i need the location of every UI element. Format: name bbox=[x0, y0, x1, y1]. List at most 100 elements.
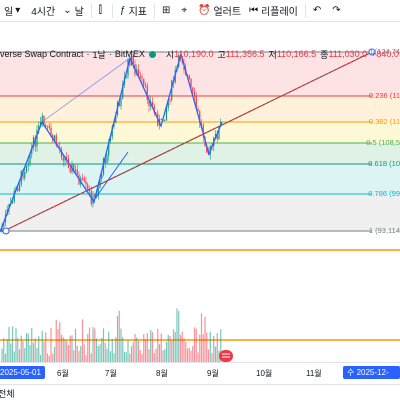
volume-bar bbox=[32, 342, 35, 362]
volume-bar bbox=[66, 340, 68, 362]
volume-bar bbox=[108, 331, 110, 362]
candle-body bbox=[214, 133, 217, 138]
volume-bar bbox=[202, 334, 204, 362]
toolbar-item-6[interactable]: ⌖ bbox=[177, 0, 194, 22]
pattern-line-2 bbox=[41, 57, 131, 123]
undo-icon: ↶ bbox=[312, 5, 322, 16]
candle-body bbox=[81, 178, 84, 180]
symbol-legend[interactable]: verse Swap Contract · 1날 · BitMEX 시 110,… bbox=[0, 47, 400, 61]
candle-body bbox=[165, 107, 168, 120]
candle-body bbox=[32, 137, 35, 148]
toolbar-item-1[interactable]: 4시간 bbox=[27, 0, 59, 22]
volume-bar bbox=[183, 338, 185, 362]
trendline-handle-end bbox=[368, 48, 376, 56]
trendline-solid bbox=[5, 51, 373, 231]
volume-bar bbox=[123, 351, 126, 362]
toolbar-item-9[interactable]: ↶ bbox=[309, 0, 328, 22]
candle-body bbox=[27, 164, 29, 166]
candle-body bbox=[97, 187, 99, 197]
range-all-button[interactable]: 전체 bbox=[0, 389, 15, 399]
volume-bar bbox=[192, 346, 194, 362]
volume-bar bbox=[122, 337, 124, 362]
interval-label[interactable]: 1날 bbox=[92, 49, 106, 60]
candle-body bbox=[199, 111, 201, 124]
volume-bar bbox=[139, 349, 141, 362]
pattern-neckline bbox=[93, 151, 129, 201]
volume-bar bbox=[64, 339, 66, 362]
candle-body bbox=[115, 114, 117, 124]
volume-bar bbox=[141, 353, 143, 362]
volume-bar bbox=[17, 337, 19, 362]
volume-bar bbox=[169, 336, 171, 362]
candle-body bbox=[66, 156, 68, 159]
candle-body bbox=[85, 181, 87, 185]
toolbar-item-5[interactable]: ⊞ bbox=[158, 0, 177, 22]
flag-icon bbox=[219, 350, 233, 362]
candle-body bbox=[125, 75, 127, 78]
volume-bar bbox=[153, 353, 155, 362]
time-end-badge: 수 2025-12-03 bbox=[343, 366, 400, 390]
fib-label-5: 0.786 (99 bbox=[368, 189, 400, 198]
time-label-aug: 8월 bbox=[156, 369, 168, 378]
volume-bar bbox=[220, 329, 222, 362]
volume-bar bbox=[99, 344, 101, 362]
toolbar-item-2[interactable]: ⌄ 날 bbox=[59, 0, 88, 22]
time-axis[interactable]: 2025-05-01 6월 7월 8월 9월 10월 11월 수 2025-12… bbox=[0, 362, 400, 390]
candle-body bbox=[55, 135, 57, 146]
volume-bar bbox=[83, 344, 85, 362]
fib-label-0: 0 (124,74 bbox=[368, 47, 400, 56]
replay-icon: ⏮ bbox=[249, 5, 259, 16]
volume-bar bbox=[211, 353, 213, 362]
toolbar-item-0[interactable]: 일 ▾ bbox=[0, 0, 27, 22]
volume-bar bbox=[38, 336, 40, 362]
time-label-jul: 7월 bbox=[105, 369, 117, 378]
candle-body bbox=[46, 125, 49, 127]
volume-bar bbox=[188, 347, 190, 362]
candle-body bbox=[62, 157, 64, 161]
volume-bar bbox=[101, 337, 103, 362]
toolbar-item-3[interactable]: ⫿ bbox=[95, 0, 109, 22]
candle-body bbox=[22, 170, 24, 179]
volume-bar bbox=[73, 350, 75, 362]
volume-bar bbox=[174, 332, 176, 362]
price-chart[interactable] bbox=[0, 22, 400, 362]
fib-label-6: 1 (93,114 bbox=[368, 226, 400, 235]
indicators-icon: ƒ bbox=[120, 5, 126, 16]
candle-body bbox=[18, 184, 21, 191]
candle-body bbox=[202, 125, 204, 137]
volume-bar bbox=[118, 310, 120, 362]
volume-bar bbox=[127, 340, 129, 362]
volume-bar bbox=[197, 352, 199, 362]
candle-body bbox=[129, 59, 131, 66]
volume-bar bbox=[167, 334, 169, 362]
exchange-label[interactable]: BitMEX bbox=[114, 49, 145, 59]
candle-body bbox=[17, 188, 19, 191]
chart-area[interactable]: 0 (124,74 0.236 (11 0.382 (11 0.5 (108,5 0.6… bbox=[0, 22, 400, 362]
toolbar-item-10[interactable]: ↷ bbox=[328, 0, 347, 22]
symbol-name[interactable]: verse Swap Contract bbox=[0, 49, 84, 59]
volume-bar bbox=[146, 333, 148, 362]
volume-bar bbox=[57, 329, 59, 362]
toolbar-item-7[interactable]: ⏰ 얼러트 bbox=[194, 0, 245, 22]
volume-bar bbox=[164, 349, 166, 362]
volume-bar bbox=[39, 354, 42, 362]
volume-bar bbox=[34, 338, 36, 362]
candle-body bbox=[73, 163, 75, 172]
volume-bar bbox=[62, 336, 64, 362]
volume-bar bbox=[136, 337, 138, 362]
volume-bar bbox=[45, 332, 47, 362]
candle-body bbox=[218, 126, 220, 140]
volume-bar bbox=[207, 349, 210, 362]
open-label: 시 bbox=[165, 49, 175, 60]
bottom-bar: 전체 bbox=[0, 384, 400, 400]
toolbar-item-8[interactable]: ⏮ 리플레이 bbox=[245, 0, 302, 22]
toolbar-item-4[interactable]: ƒ 지표 bbox=[116, 0, 151, 22]
candle-body bbox=[36, 129, 38, 147]
candle-body bbox=[50, 127, 52, 136]
candle-body bbox=[48, 125, 50, 128]
toolbar-label: 리플레이 bbox=[261, 7, 298, 18]
volume-bar bbox=[130, 346, 133, 362]
volume-bar bbox=[43, 341, 45, 362]
candle-body bbox=[69, 168, 71, 173]
volume-bar bbox=[179, 334, 182, 362]
